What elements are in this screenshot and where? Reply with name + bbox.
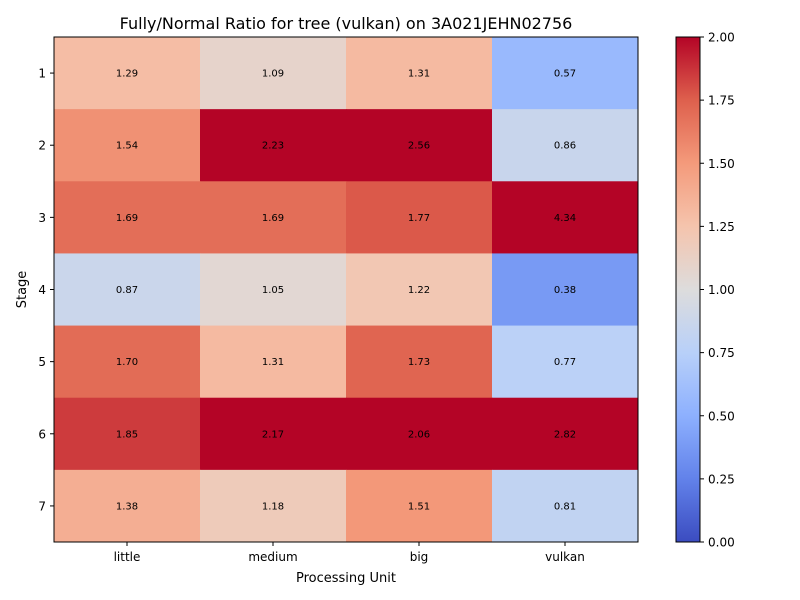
y-tick-label: 7 (38, 499, 46, 513)
x-tick-label: vulkan (545, 550, 585, 564)
cell-value-label: 1.09 (262, 69, 284, 80)
colorbar-tick-label: 1.75 (708, 94, 735, 108)
cell-value-label: 1.05 (262, 285, 284, 296)
heatmap-cell (54, 37, 201, 110)
heatmap-cell (54, 181, 201, 254)
heatmap-cells (54, 37, 639, 543)
colorbar-tick-label: 2.00 (708, 31, 735, 45)
cell-value-label: 1.29 (116, 69, 138, 80)
heatmap-cell (200, 397, 347, 471)
cell-value-label: 1.38 (116, 501, 138, 512)
heatmap-cell (492, 469, 639, 543)
y-tick-label: 6 (38, 427, 46, 441)
cell-value-label: 0.77 (554, 357, 576, 368)
cell-value-label: 2.23 (262, 141, 284, 152)
colorbar-tick-label: 0.25 (708, 472, 735, 486)
cell-value-label: 1.31 (408, 69, 430, 80)
x-tick-label: little (114, 550, 141, 564)
x-axis-ticks: little medium big vulkan (114, 542, 585, 564)
cell-value-label: 0.86 (554, 141, 576, 152)
heatmap-cell (346, 181, 493, 254)
chart-title: Fully/Normal Ratio for tree (vulkan) on … (120, 14, 573, 33)
cell-value-label: 1.69 (262, 213, 284, 224)
colorbar-tick-label: 1.25 (708, 220, 735, 234)
y-tick-label: 5 (38, 355, 46, 369)
cell-value-label: 2.82 (554, 429, 576, 440)
cell-value-label: 1.18 (262, 501, 284, 512)
heatmap-cell (200, 325, 347, 399)
colorbar-tick-label: 1.00 (708, 283, 735, 297)
y-tick-label: 3 (38, 211, 46, 225)
colorbar (675, 36, 701, 543)
heatmap-cell (346, 109, 493, 182)
cell-value-label: 1.85 (116, 429, 138, 440)
heatmap-cell (346, 253, 493, 327)
heatmap-cell (200, 37, 347, 110)
heatmap-cell (54, 397, 201, 471)
cell-value-label: 1.70 (116, 357, 138, 368)
colorbar-ticks: 0.00 0.25 0.50 0.75 1.00 1.25 1.50 1.75 2.00 (700, 31, 735, 550)
cell-value-labels: 1.29 1.09 1.31 0.57 1.54 2.23 2.56 0.86 1.69 1.69… (116, 69, 576, 513)
heatmap-cell (492, 397, 639, 471)
y-axis-ticks: 1 2 3 4 5 6 7 (38, 67, 54, 513)
cell-value-label: 1.22 (408, 285, 430, 296)
cell-value-label: 1.69 (116, 213, 138, 224)
heatmap-cell (492, 181, 639, 254)
heatmap-cell (346, 397, 493, 471)
cell-value-label: 2.56 (408, 141, 430, 152)
colorbar-tick-label: 0.75 (708, 346, 735, 360)
heatmap-cell (346, 469, 493, 543)
heatmap-cell (200, 109, 347, 182)
heatmap-cell (54, 109, 201, 182)
y-tick-label: 4 (38, 283, 46, 297)
y-tick-label: 2 (38, 139, 46, 153)
cell-value-label: 0.38 (554, 285, 576, 296)
y-axis-label: Stage (15, 271, 30, 309)
heatmap-cell (54, 325, 201, 399)
colorbar-tick-label: 0.00 (708, 536, 735, 550)
cell-value-label: 2.17 (262, 429, 284, 440)
x-tick-label: medium (248, 550, 297, 564)
heatmap-cell (200, 469, 347, 543)
heatmap-cell (492, 109, 639, 182)
heatmap-cell (346, 325, 493, 399)
heatmap-cell (200, 253, 347, 327)
cell-value-label: 0.57 (554, 69, 576, 80)
heatmap-cell (492, 325, 639, 399)
heatmap-cell (54, 253, 201, 327)
x-tick-label: big (410, 550, 429, 564)
cell-value-label: 1.73 (408, 357, 430, 368)
cell-value-label: 1.31 (262, 357, 284, 368)
heatmap-cell (200, 181, 347, 254)
cell-value-label: 4.34 (554, 213, 576, 224)
heatmap-cell (54, 469, 201, 543)
cell-value-label: 1.77 (408, 213, 430, 224)
cell-value-label: 2.06 (408, 429, 430, 440)
cell-value-label: 1.51 (408, 501, 430, 512)
y-tick-label: 1 (38, 67, 46, 81)
colorbar-tick-label: 1.50 (708, 157, 735, 171)
colorbar-tick-label: 0.50 (708, 409, 735, 423)
heatmap-cell (492, 253, 639, 327)
cell-value-label: 1.54 (116, 141, 138, 152)
cell-value-label: 0.87 (116, 285, 138, 296)
heatmap-cell (346, 37, 493, 110)
heatmap-cell (492, 37, 639, 110)
cell-value-label: 0.81 (554, 501, 576, 512)
x-axis-label: Processing Unit (296, 571, 396, 586)
